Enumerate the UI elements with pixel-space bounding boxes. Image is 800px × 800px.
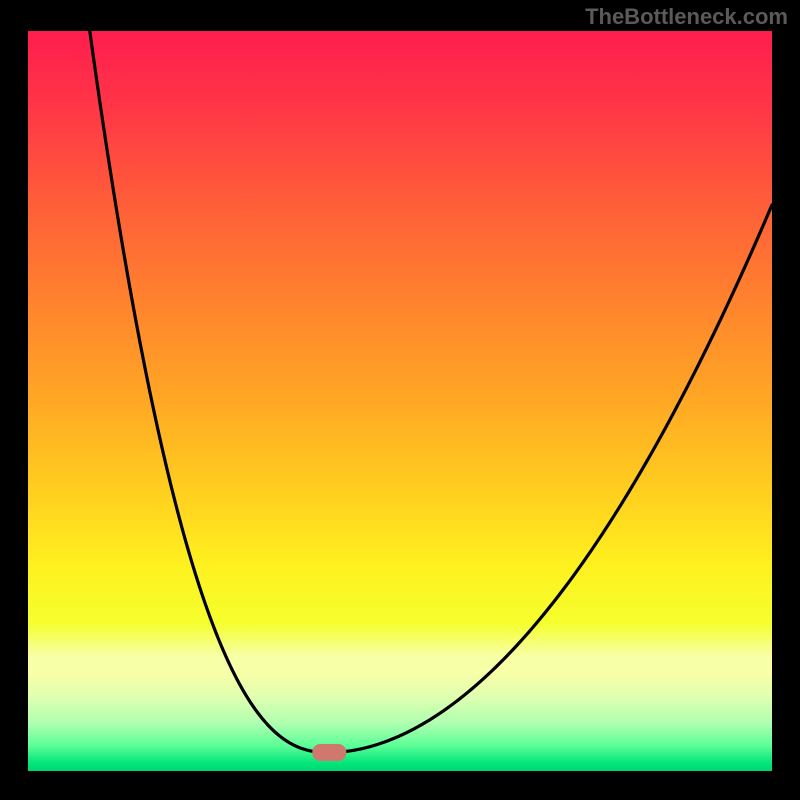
heat-gradient-background [28, 31, 772, 771]
watermark-text: TheBottleneck.com [585, 4, 788, 30]
bottleneck-chart [0, 0, 800, 800]
optimal-point-marker [312, 744, 346, 761]
